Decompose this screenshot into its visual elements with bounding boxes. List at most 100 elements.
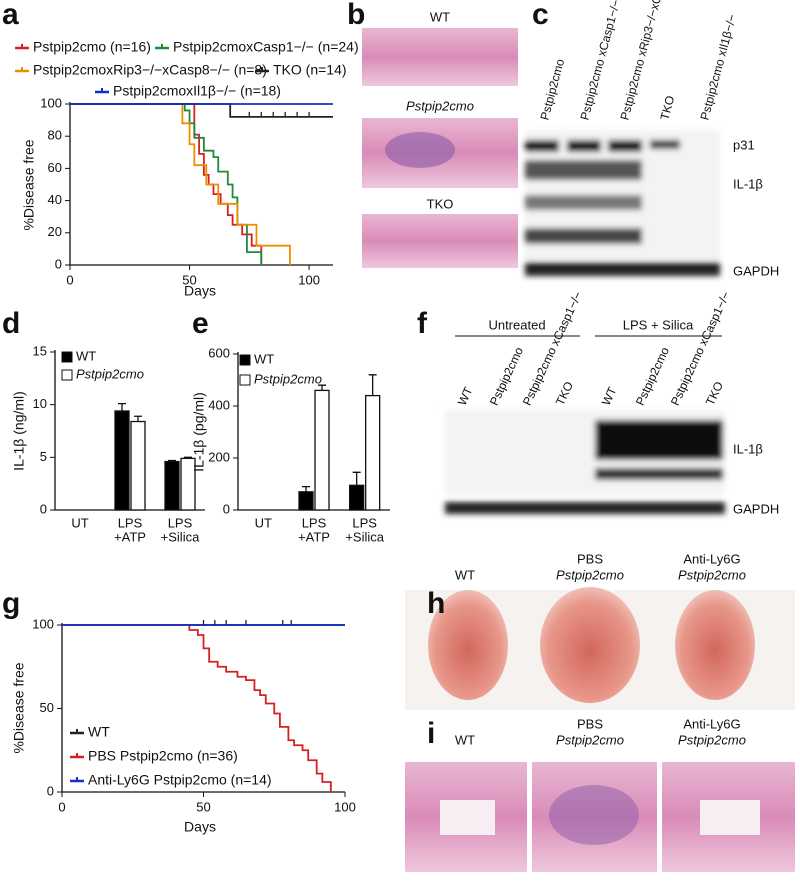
- histology-i: [405, 762, 795, 872]
- column-label: Anti-Ly6G: [683, 551, 740, 566]
- column-label: Anti-Ly6G: [683, 716, 740, 731]
- band: [595, 468, 723, 480]
- y-tick-label: 5: [40, 449, 47, 464]
- legend-swatch: [61, 351, 73, 363]
- histology-image: [440, 800, 495, 835]
- x-tick-label: 50: [182, 272, 196, 287]
- band-label: GAPDH: [733, 263, 779, 278]
- survival-curve: [70, 103, 263, 265]
- y-tick-label: 20: [48, 224, 62, 239]
- image-label: WT: [430, 9, 450, 24]
- error-bar: [118, 402, 126, 411]
- band: [445, 502, 725, 514]
- bar: [164, 460, 180, 511]
- legend-label: Pstpip2cmoxCasp1−/− (n=24): [173, 39, 359, 55]
- panel-letter: d: [2, 307, 20, 340]
- x-tick-label: 0: [58, 799, 65, 814]
- legend-swatch: [61, 369, 73, 381]
- y-tick-label: 0: [55, 256, 62, 271]
- y-axis-label: IL-1β (pg/ml): [191, 392, 207, 472]
- x-tick-label: 100: [334, 799, 356, 814]
- y-tick-label: 100: [40, 95, 62, 110]
- x-tick-label: +ATP: [298, 529, 330, 544]
- photo-image: [428, 590, 508, 700]
- photo-image: [675, 590, 755, 700]
- x-tick-label: 50: [196, 799, 210, 814]
- x-axis-label: Days: [184, 819, 216, 835]
- legend-label: WT: [254, 351, 274, 366]
- bar: [298, 491, 314, 511]
- group-label: LPS + Silica: [623, 317, 694, 332]
- y-tick-label: 15: [33, 343, 47, 358]
- error-bar: [368, 374, 377, 396]
- bar: [130, 420, 146, 511]
- lane-label: TKO: [703, 379, 726, 407]
- x-tick-label: UT: [255, 515, 272, 530]
- lane-label: Pstpip2cmo xCasp1−/−: [520, 289, 585, 407]
- image-label: TKO: [427, 196, 454, 211]
- column-label: Pstpip2cmo: [556, 567, 624, 582]
- lane-label: Pstpip2cmo: [633, 345, 672, 408]
- y-tick-label: 600: [208, 345, 230, 360]
- y-axis-label: %Disease free: [11, 662, 27, 753]
- lane-label: Pstpip2cmo xCasp1−/−: [577, 0, 623, 122]
- column-label: Pstpip2cmo: [678, 732, 746, 747]
- band: [525, 140, 559, 152]
- panel-letter: c: [532, 0, 549, 31]
- error-bar: [184, 456, 192, 459]
- panel-letter: i: [427, 717, 435, 750]
- y-tick-label: 0: [40, 501, 47, 516]
- panel-letter: h: [427, 587, 445, 620]
- bar: [349, 484, 365, 511]
- histology-image: [700, 800, 760, 835]
- column-label: WT: [455, 732, 475, 747]
- band: [650, 140, 680, 149]
- survival-curve: [62, 624, 332, 792]
- panel-letter: e: [192, 307, 209, 340]
- x-tick-label: +Silica: [345, 529, 384, 544]
- legend-swatch: [239, 354, 251, 366]
- band-label: GAPDH: [733, 501, 779, 516]
- band-label: p31: [733, 137, 755, 152]
- bar: [314, 389, 330, 511]
- blot-c: [525, 130, 720, 276]
- x-tick-label: LPS: [352, 515, 377, 530]
- survival-curve: [70, 103, 291, 265]
- y-tick-label: 400: [208, 397, 230, 412]
- y-tick-label: 50: [40, 700, 54, 715]
- y-tick-label: 0: [223, 501, 230, 516]
- column-label: Pstpip2cmo: [556, 732, 624, 747]
- lane-label: TKO: [657, 94, 677, 121]
- panel-letter: a: [2, 0, 19, 31]
- legend-label: Pstpip2cmo: [76, 366, 144, 381]
- x-tick-label: 0: [66, 272, 73, 287]
- legend-label: WT: [76, 348, 96, 363]
- histology-image: [385, 132, 455, 168]
- legend-label: Pstpip2cmo: [254, 371, 322, 386]
- y-tick-label: 60: [48, 160, 62, 175]
- histology-b: [362, 28, 518, 268]
- legend-label: PBS Pstpip2cmo (n=36): [88, 748, 238, 764]
- x-tick-label: +Silica: [161, 529, 200, 544]
- x-tick-label: 100: [298, 272, 320, 287]
- panel-letter: f: [417, 307, 428, 340]
- error-bar: [352, 471, 361, 486]
- legend-label: Pstpip2cmoxRip3−/−xCasp8−/− (n=8): [33, 62, 267, 78]
- error-bar: [302, 485, 310, 492]
- error-bar: [318, 384, 326, 391]
- bar: [365, 394, 381, 511]
- legend-label: Pstpip2cmo (n=16): [33, 39, 151, 55]
- legend-label: WT: [88, 724, 110, 740]
- band-label: IL-1β: [733, 441, 763, 456]
- blot-f: [445, 410, 725, 514]
- y-tick-label: 100: [32, 616, 54, 631]
- y-tick-label: 10: [33, 396, 47, 411]
- survival-curve: [70, 103, 333, 118]
- survival-curve: [70, 103, 263, 265]
- y-tick-label: 200: [208, 449, 230, 464]
- legend-label: Anti-Ly6G Pstpip2cmo (n=14): [88, 772, 272, 788]
- panel-letter: b: [347, 0, 365, 31]
- lane-label: TKO: [553, 379, 576, 407]
- error-bar: [168, 459, 176, 462]
